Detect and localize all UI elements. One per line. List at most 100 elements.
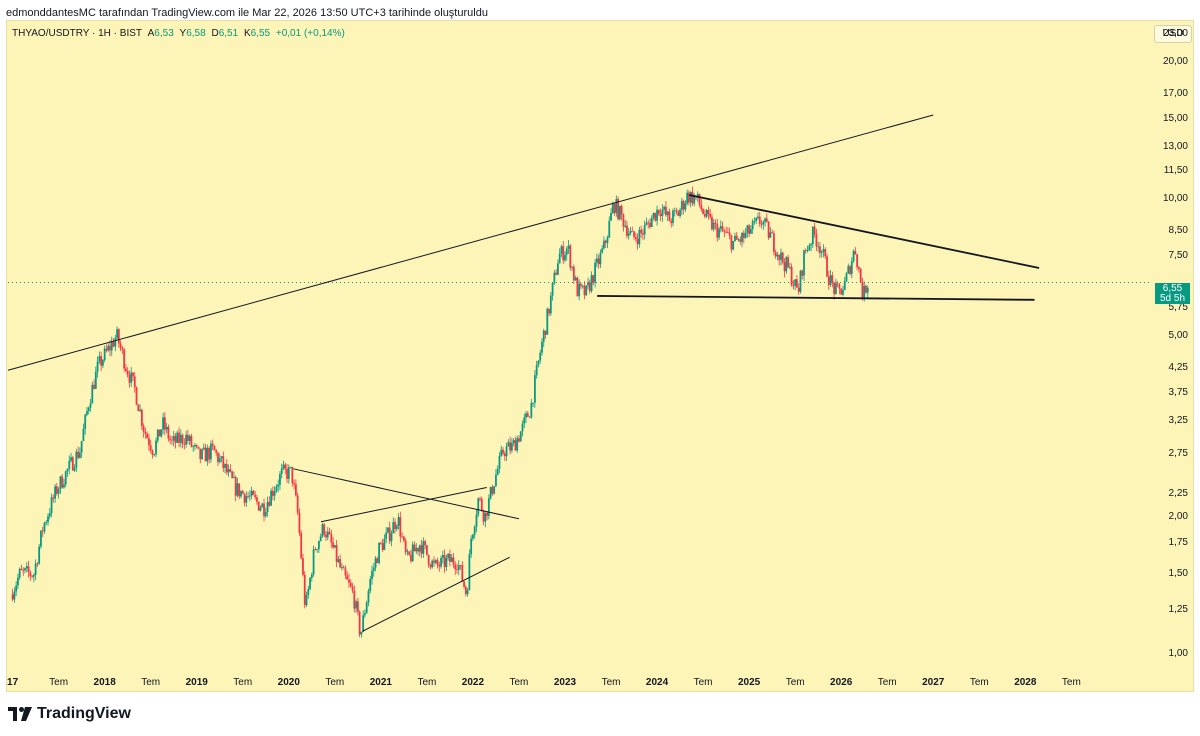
candle-down (93, 384, 95, 389)
symbol-legend[interactable]: THYAO/USDTRY · 1H · BIST A6,53 Y6,58 D6,… (12, 28, 345, 39)
trendlines-layer[interactable] (7, 114, 1040, 632)
candle-down (482, 510, 485, 522)
candle-down (121, 348, 124, 350)
candle-up (25, 566, 28, 569)
time-tick-label: 2019 (185, 677, 208, 688)
time-tick-label: Tem (877, 677, 897, 688)
chart-area[interactable] (6, 20, 1194, 692)
candle-down (314, 549, 317, 551)
candle-up (188, 436, 191, 441)
candle-up (233, 477, 235, 478)
time-tick-label: Tem (509, 677, 529, 688)
candle-up (371, 570, 373, 580)
candle-down (640, 229, 643, 233)
close-label: K (243, 28, 251, 39)
candle-up (493, 486, 496, 494)
candle-up (500, 449, 503, 456)
candle-up (590, 275, 593, 292)
candle-down (208, 448, 211, 460)
candle-down (670, 221, 673, 224)
trendline[interactable] (689, 194, 1040, 269)
candle-down (463, 581, 465, 587)
candle-down (688, 192, 690, 203)
candle-down (394, 522, 396, 529)
trendline[interactable] (320, 486, 487, 523)
candle-down (721, 226, 724, 231)
candle-down (572, 266, 575, 281)
currency-button[interactable]: USD (1154, 25, 1192, 43)
candle-down (840, 288, 843, 295)
open-value: 6,53 (154, 28, 174, 39)
footer-brand[interactable]: TradingView (8, 705, 131, 723)
candle-down (144, 431, 147, 434)
candle-down (342, 567, 345, 569)
trendline[interactable] (597, 295, 1035, 301)
candle-up (847, 266, 850, 274)
change-value: +0,01 (+0,14%) (275, 28, 345, 39)
candle-up (98, 356, 101, 362)
candle-up (75, 451, 78, 468)
candle-down (801, 270, 804, 276)
candle-down (597, 258, 600, 265)
trendline[interactable] (7, 114, 934, 371)
candle-down (865, 285, 867, 293)
candle-down (703, 213, 706, 217)
candle-up (817, 246, 820, 248)
candle-up (309, 577, 311, 590)
candle-up (185, 434, 188, 445)
candle-up (355, 601, 357, 609)
candle-up (316, 549, 319, 550)
candle-up (487, 498, 490, 516)
candle-up (326, 531, 329, 538)
candle-up (705, 210, 708, 217)
candle-down (332, 542, 334, 548)
candle-up (365, 602, 368, 614)
candle-down (604, 240, 607, 243)
candle-down (758, 216, 761, 224)
candle-down (787, 257, 789, 267)
candle-down (548, 308, 550, 314)
candle-up (333, 545, 336, 548)
candle-up (477, 498, 480, 515)
candle-up (587, 282, 589, 286)
candle-down (781, 252, 784, 263)
candle-up (852, 250, 855, 262)
candle-up (192, 446, 195, 448)
candle-up (549, 295, 552, 314)
candle-down (222, 456, 225, 468)
candle-up (565, 248, 568, 255)
candle-down (11, 594, 14, 600)
candle-down (215, 450, 218, 453)
candle-down (857, 267, 860, 269)
candle-up (808, 245, 811, 251)
candle-up (48, 513, 51, 517)
candle-up (624, 225, 627, 227)
candle-up (360, 631, 363, 635)
candle-down (181, 434, 184, 444)
candle-up (270, 490, 272, 506)
trendline[interactable] (362, 556, 510, 632)
candle-down (256, 497, 258, 502)
candle-up (719, 226, 722, 229)
candle-down (284, 464, 287, 469)
symbol-name[interactable]: THYAO/USDTRY · 1H · BIST (12, 28, 142, 39)
candle-up (172, 435, 175, 441)
candle-up (741, 233, 743, 242)
candle-down (263, 503, 265, 517)
candle-down (449, 553, 451, 562)
candle-up (530, 402, 533, 418)
candle-up (749, 229, 752, 234)
candle-up (629, 230, 632, 234)
candle-up (571, 266, 573, 268)
candle-down (291, 466, 294, 484)
candle-up (32, 574, 35, 577)
candle-up (712, 222, 715, 230)
trendline[interactable] (293, 468, 520, 520)
candle-up (618, 205, 621, 220)
time-tick-label: Tem (601, 677, 621, 688)
candle-up (516, 438, 519, 451)
candle-down (71, 457, 74, 471)
candle-up (764, 218, 766, 222)
candle-up (445, 557, 448, 568)
